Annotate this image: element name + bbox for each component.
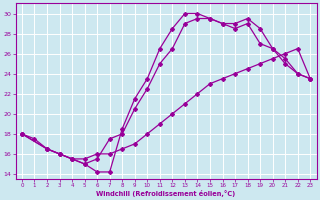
X-axis label: Windchill (Refroidissement éolien,°C): Windchill (Refroidissement éolien,°C) (96, 190, 236, 197)
